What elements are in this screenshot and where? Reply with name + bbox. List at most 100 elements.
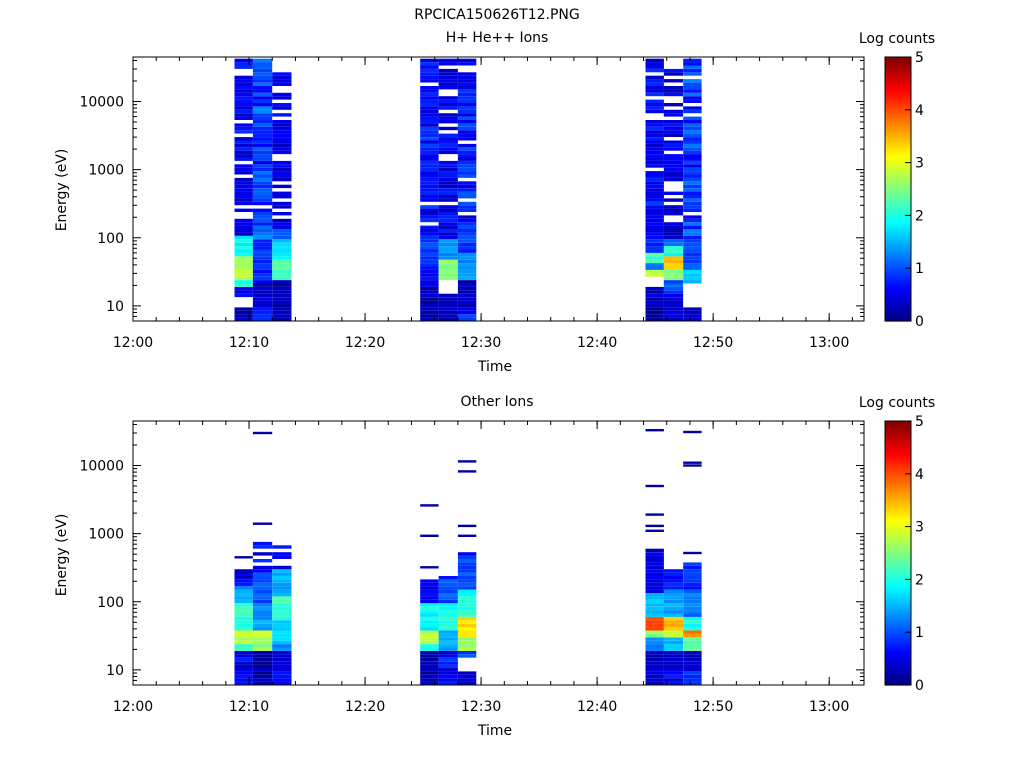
- spectrogram-cell: [683, 582, 702, 587]
- spectrogram-cell: [663, 310, 684, 315]
- spectrogram-cell: [438, 623, 458, 628]
- spectrogram-cell: [438, 126, 458, 131]
- spectrogram-cell: [234, 671, 253, 675]
- spectrogram-cell: [663, 293, 684, 298]
- spectrogram-cell: [420, 147, 439, 151]
- spectrogram-cell: [663, 103, 684, 107]
- colorbar-segment: [885, 146, 911, 150]
- spectrogram-cell: [234, 249, 253, 253]
- spectrogram-cell: [272, 593, 292, 597]
- spectrogram-cell: [457, 184, 477, 189]
- spectrogram-cell: [234, 171, 253, 175]
- spectrogram-cell: [683, 654, 702, 658]
- spectrogram-cell: [457, 232, 477, 236]
- colorbar-segment: [885, 244, 911, 248]
- spectrogram-cell: [457, 147, 477, 151]
- colorbar-segment: [885, 671, 911, 676]
- spectrogram-cell: [272, 674, 292, 679]
- spectrogram-cell: [420, 276, 439, 281]
- y-tick-label: 10000: [79, 459, 124, 475]
- spectrogram-cell: [420, 126, 439, 131]
- spectrogram-cell: [663, 654, 684, 658]
- colorbar-segment: [885, 130, 911, 135]
- spectrogram-cell: [438, 82, 458, 86]
- spectrogram-cell: [645, 65, 664, 69]
- colorbar-segment: [885, 655, 911, 660]
- spectrogram-cell: [272, 229, 292, 233]
- spectrogram-cell: [420, 154, 439, 158]
- spectrogram-cell: [663, 569, 684, 573]
- spectrogram-cell: [457, 599, 477, 604]
- colorbar-segment: [885, 305, 911, 309]
- spectrogram-cell: [438, 263, 458, 267]
- colorbar-segment: [885, 558, 911, 562]
- spectrogram-cell: [272, 657, 292, 662]
- colorbar-segment: [885, 473, 911, 478]
- spectrogram-cell: [683, 208, 702, 212]
- spectrogram-cell: [663, 603, 684, 607]
- spectrogram-cell: [645, 92, 664, 97]
- spectrogram-cell: [663, 273, 684, 277]
- spectrogram-cell: [645, 160, 664, 165]
- isolated-count-line: [420, 534, 439, 537]
- spectrogram-cell: [420, 256, 439, 260]
- spectrum-column: [234, 58, 253, 321]
- spectrogram-cell: [272, 569, 292, 573]
- colorbar-segment: [885, 663, 911, 668]
- spectrogram-cell: [272, 572, 292, 576]
- spectrogram-cell: [645, 137, 664, 141]
- spectrogram-cell: [252, 137, 273, 141]
- spectrogram-cell: [252, 86, 273, 90]
- spectrogram-cell: [420, 593, 439, 597]
- spectrogram-cell: [683, 181, 702, 185]
- colorbar-segment: [885, 439, 911, 443]
- spectrogram-cell: [645, 126, 664, 131]
- colorbar-segment: [885, 260, 911, 264]
- spectrogram-cell: [272, 280, 292, 284]
- spectrogram-cell: [683, 198, 702, 202]
- colorbar-segment: [885, 555, 911, 559]
- spectrogram-cell: [420, 263, 439, 267]
- spectrogram-cell: [663, 286, 684, 291]
- spectrogram-cell: [272, 613, 292, 617]
- spectrogram-cell: [663, 650, 684, 655]
- spectrogram-cell: [683, 681, 702, 685]
- spectrogram-cell: [438, 657, 458, 662]
- spectrogram-cell: [457, 103, 477, 107]
- spectrogram-cell: [420, 589, 439, 593]
- colorbar-segment: [885, 505, 911, 509]
- spectrogram-cell: [252, 664, 273, 668]
- spectrogram-cell: [683, 246, 702, 250]
- spectrogram-cell: [438, 252, 458, 257]
- spectrogram-cell: [420, 79, 439, 83]
- x-tick-label: 12:30: [461, 335, 501, 351]
- colorbar-segment: [885, 78, 911, 82]
- colorbar-segment: [885, 534, 911, 538]
- colorbar-segment: [885, 310, 911, 314]
- spectrogram-cell: [457, 569, 477, 573]
- spectrogram-cell: [645, 562, 664, 566]
- spectrogram-cell: [420, 286, 439, 291]
- spectrogram-cell: [438, 620, 458, 624]
- colorbar-segment: [885, 494, 911, 499]
- spectrogram-cell: [420, 195, 439, 199]
- spectrogram-cell: [663, 671, 684, 675]
- spectrogram-cell: [663, 109, 684, 114]
- spectrogram-cell: [683, 126, 702, 131]
- spectrogram-cell: [683, 307, 702, 311]
- colorbar-segment: [885, 281, 911, 285]
- spectrogram-cell: [457, 113, 477, 117]
- spectrogram-cells: [234, 429, 702, 685]
- spectrogram-cell: [252, 232, 273, 236]
- spectrogram-cell: [457, 133, 477, 137]
- x-tick-label: 12:50: [693, 699, 733, 715]
- spectrogram-cell: [252, 229, 273, 233]
- colorbar-segment: [885, 302, 911, 306]
- spectrogram-cell: [234, 201, 253, 206]
- spectrogram-cell: [457, 674, 477, 679]
- spectrogram-cell: [457, 307, 477, 311]
- spectrogram-cell: [457, 249, 477, 253]
- spectrogram-cell: [234, 599, 253, 604]
- spectrogram-cell: [252, 147, 273, 151]
- spectrogram-cell: [252, 286, 273, 291]
